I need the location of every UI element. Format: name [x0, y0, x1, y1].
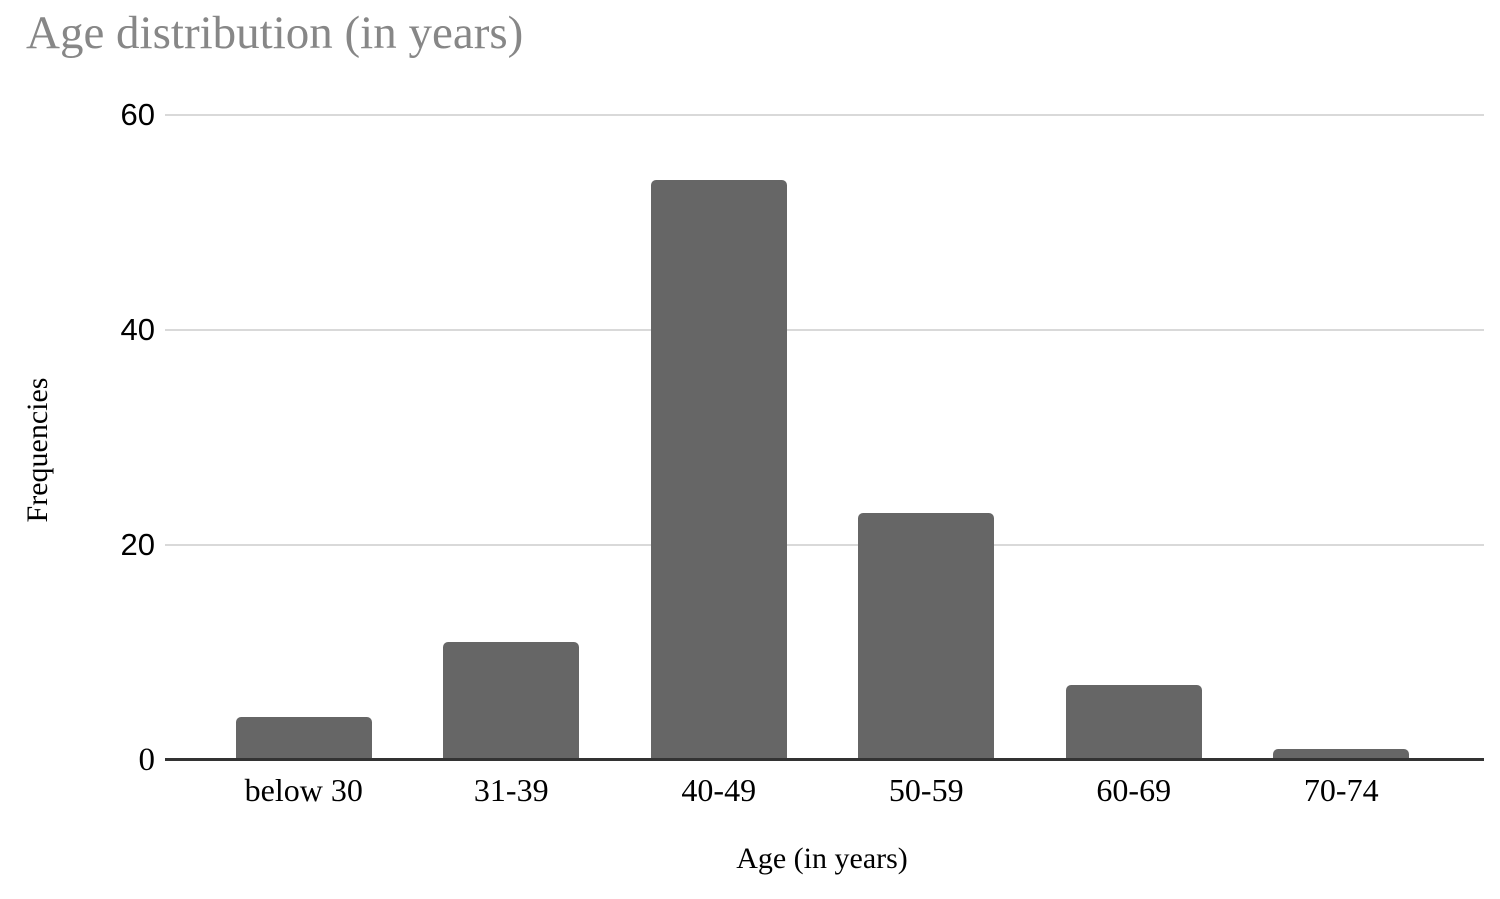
chart-title: Age distribution (in years) [26, 7, 524, 59]
bar-below-30 [235, 717, 372, 758]
bar-31-39 [443, 641, 580, 758]
bar-60-69 [1065, 684, 1202, 758]
x-tick-label-31-39: 31-39 [473, 772, 549, 808]
gridline-y-60 [165, 114, 1484, 116]
gridline-y-20 [165, 544, 1484, 546]
x-axis-line [165, 758, 1484, 761]
y-tick-label-0: 0 [138, 742, 156, 778]
y-tick-label-20: 20 [120, 527, 155, 562]
x-tick-label-70-74: 70-74 [1303, 772, 1379, 808]
x-tick-label-40-49: 40-49 [681, 772, 757, 808]
y-tick-label-60: 60 [120, 97, 155, 132]
bar-50-59 [858, 512, 995, 758]
bar-40-49 [650, 179, 787, 758]
y-tick-label-40: 40 [120, 312, 155, 347]
gridline-y-40 [165, 329, 1484, 331]
x-tick-label-60-69: 60-69 [1096, 772, 1172, 808]
x-axis-title: Age (in years) [736, 842, 908, 875]
x-tick-label-below-30: below 30 [244, 772, 363, 808]
x-tick-label-50-59: 50-59 [888, 772, 964, 808]
bar-70-74 [1273, 749, 1410, 758]
